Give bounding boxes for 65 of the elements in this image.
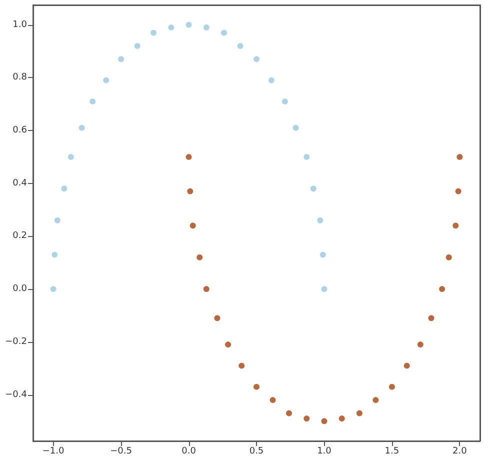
point bbox=[187, 188, 194, 194]
point bbox=[103, 77, 110, 84]
point bbox=[304, 154, 310, 160]
y-tick-label: −0.4 bbox=[5, 390, 28, 400]
point bbox=[50, 286, 56, 292]
point bbox=[388, 384, 395, 390]
point bbox=[254, 56, 260, 62]
x-tick-label: 1.0 bbox=[317, 446, 332, 456]
point bbox=[321, 418, 328, 424]
point bbox=[52, 252, 58, 258]
y-tick-label: 0.8 bbox=[12, 72, 28, 83]
point bbox=[186, 154, 192, 160]
point bbox=[455, 188, 462, 194]
point bbox=[220, 30, 227, 36]
point bbox=[452, 222, 459, 229]
point bbox=[238, 362, 245, 369]
x-tick-label: 0.5 bbox=[249, 446, 264, 456]
point bbox=[417, 342, 424, 348]
x-tick-label: 2.0 bbox=[452, 446, 468, 456]
x-tick-label: 0.0 bbox=[182, 446, 196, 456]
point bbox=[270, 397, 276, 404]
point bbox=[317, 217, 324, 224]
x-tick-label: −1.0 bbox=[42, 446, 65, 456]
point bbox=[456, 154, 463, 160]
point bbox=[428, 315, 434, 322]
point bbox=[134, 42, 140, 49]
point bbox=[150, 30, 157, 36]
y-tick-label: 0.6 bbox=[12, 126, 28, 136]
point bbox=[268, 77, 274, 84]
point bbox=[321, 286, 328, 292]
y-tick-label: −0.2 bbox=[5, 336, 27, 347]
point bbox=[446, 254, 452, 260]
x-tick-label: −0.5 bbox=[110, 446, 132, 456]
point bbox=[439, 286, 446, 292]
y-tick-label: 0.0 bbox=[12, 284, 28, 294]
point bbox=[186, 22, 192, 28]
point bbox=[118, 56, 124, 62]
point bbox=[356, 410, 362, 416]
point bbox=[304, 416, 310, 422]
point bbox=[282, 98, 288, 104]
point bbox=[168, 24, 174, 30]
point bbox=[78, 124, 85, 131]
point bbox=[196, 254, 203, 260]
point bbox=[320, 252, 326, 258]
y-tick-label: 1.0 bbox=[12, 20, 28, 30]
point bbox=[225, 342, 232, 348]
point bbox=[90, 98, 96, 104]
x-tick-label: 1.5 bbox=[384, 446, 400, 456]
point bbox=[203, 24, 210, 30]
point bbox=[404, 362, 410, 369]
y-tick-label: 0.4 bbox=[12, 178, 28, 188]
point bbox=[292, 124, 299, 131]
point bbox=[372, 397, 379, 404]
point bbox=[254, 384, 260, 390]
point bbox=[237, 42, 244, 49]
point bbox=[310, 186, 316, 192]
point bbox=[214, 315, 220, 322]
point bbox=[68, 154, 74, 160]
point bbox=[190, 222, 196, 229]
point bbox=[61, 186, 68, 192]
point bbox=[54, 217, 60, 224]
point bbox=[203, 286, 210, 292]
point bbox=[286, 410, 292, 416]
y-tick-label: 0.2 bbox=[12, 231, 27, 242]
point bbox=[338, 416, 345, 422]
